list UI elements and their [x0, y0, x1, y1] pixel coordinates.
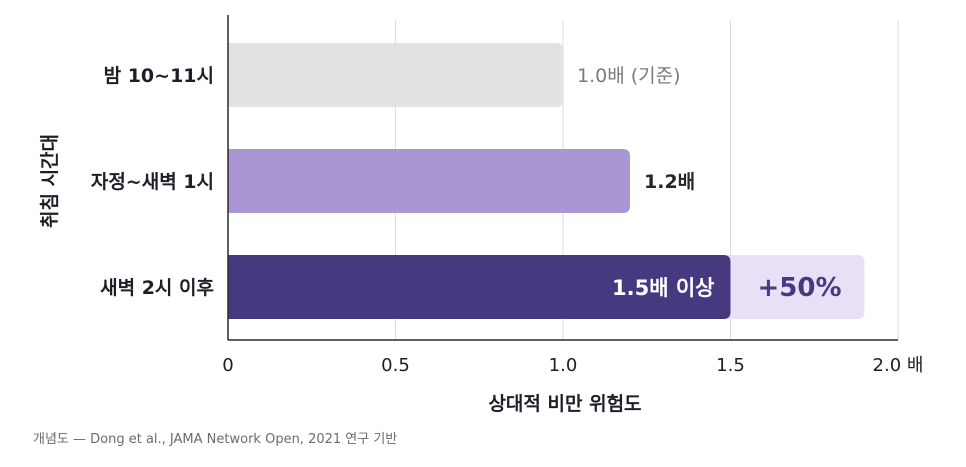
- x-tick-label: 1.5: [716, 355, 745, 376]
- category-label: 밤 10~11시: [104, 65, 214, 87]
- bar: [228, 149, 630, 213]
- category-label: 자정~새벽 1시: [91, 171, 214, 193]
- bars-layer: [228, 43, 865, 319]
- bar-value-label: 1.5배 이상: [612, 276, 714, 300]
- y-axis-title: 취침 시간대: [39, 134, 61, 228]
- x-tick-label: 0.5: [381, 355, 410, 376]
- bar-value-label: 1.2배: [644, 171, 695, 193]
- category-label: 새벽 2시 이후: [100, 277, 214, 299]
- extension-label: +50%: [757, 273, 841, 303]
- x-tick-label: 2.0 배: [873, 355, 924, 376]
- axes-layer: [227, 15, 898, 341]
- source-footnote: 개념도 — Dong et al., JAMA Network Open, 20…: [33, 432, 398, 447]
- labels-layer: 0 0.5 1.0 1.5 2.0 배 밤 10~11시 1.0배 (기준) 자정~새벽 1시…: [91, 65, 924, 376]
- x-tick-label: 0: [222, 355, 233, 376]
- bar-value-label: 1.0배 (기준): [577, 65, 681, 87]
- x-axis-title: 상대적 비만 위험도: [488, 393, 641, 415]
- x-tick-label: 1.0: [549, 355, 578, 376]
- bar: [228, 255, 731, 319]
- bar: [228, 43, 563, 107]
